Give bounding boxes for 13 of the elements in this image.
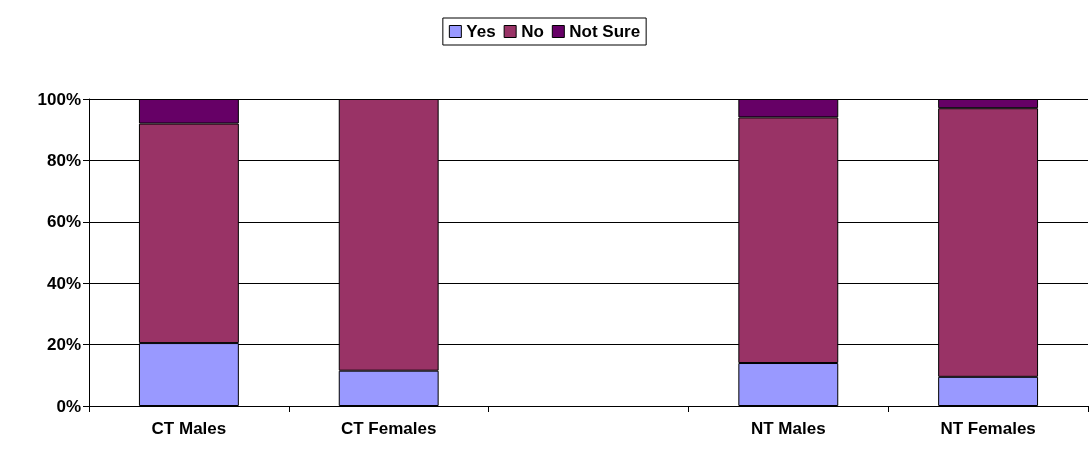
- x-tick-label: CT Males: [151, 419, 227, 438]
- y-tick-label: 100%: [37, 89, 81, 109]
- y-tick-label: 0%: [56, 396, 81, 416]
- legend-label: No: [521, 22, 544, 41]
- x-tick-label: NT Males: [750, 419, 826, 438]
- x-tick-label: NT Females: [940, 419, 1036, 438]
- y-tick-label: 80%: [46, 150, 81, 170]
- x-tick-label: CT Females: [340, 419, 437, 438]
- y-tick-label: 40%: [46, 273, 81, 293]
- y-tick-label: 60%: [46, 212, 81, 232]
- legend-label: Yes: [466, 22, 496, 41]
- legend-label: Not Sure: [569, 22, 641, 41]
- y-tick-label: 20%: [46, 335, 81, 355]
